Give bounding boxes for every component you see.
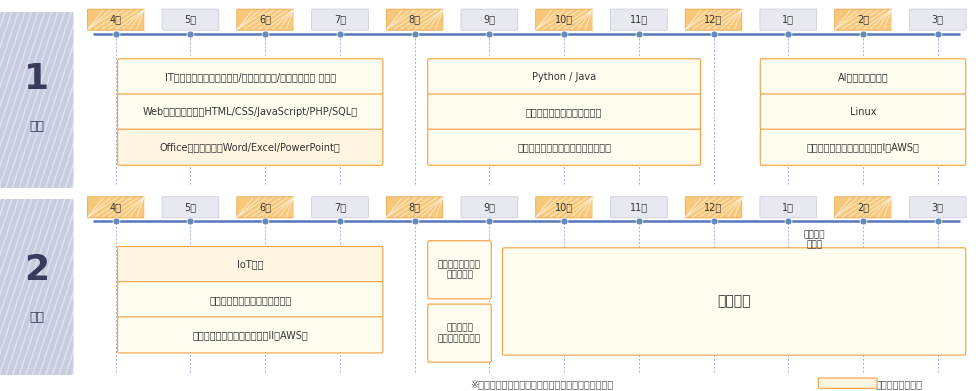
FancyBboxPatch shape bbox=[386, 9, 443, 30]
FancyBboxPatch shape bbox=[760, 129, 965, 165]
FancyBboxPatch shape bbox=[118, 282, 383, 318]
FancyBboxPatch shape bbox=[427, 94, 701, 130]
Text: 5月: 5月 bbox=[184, 202, 197, 212]
FancyBboxPatch shape bbox=[611, 197, 667, 218]
Text: 2月: 2月 bbox=[857, 14, 869, 25]
Text: 3月: 3月 bbox=[932, 14, 944, 25]
FancyBboxPatch shape bbox=[427, 129, 701, 165]
Text: クラウドコンピューティングI（AWS）: クラウドコンピューティングI（AWS） bbox=[807, 142, 919, 152]
FancyBboxPatch shape bbox=[0, 198, 74, 377]
FancyBboxPatch shape bbox=[461, 9, 517, 30]
Text: 6月: 6月 bbox=[260, 14, 271, 25]
FancyBboxPatch shape bbox=[118, 129, 383, 165]
FancyBboxPatch shape bbox=[835, 9, 892, 30]
Text: 12月: 12月 bbox=[705, 14, 722, 25]
Text: 2: 2 bbox=[24, 253, 49, 287]
Text: 年次: 年次 bbox=[29, 311, 44, 324]
Text: 1月: 1月 bbox=[782, 14, 794, 25]
Text: Linux: Linux bbox=[850, 107, 876, 117]
Text: 卒業制作: 卒業制作 bbox=[717, 294, 751, 308]
Text: 2月: 2月 bbox=[857, 202, 869, 212]
FancyBboxPatch shape bbox=[685, 197, 742, 218]
FancyBboxPatch shape bbox=[818, 378, 877, 388]
Text: 4月: 4月 bbox=[110, 202, 122, 212]
FancyBboxPatch shape bbox=[685, 9, 742, 30]
FancyBboxPatch shape bbox=[312, 9, 368, 30]
FancyBboxPatch shape bbox=[87, 197, 144, 218]
FancyBboxPatch shape bbox=[503, 248, 965, 355]
Text: 10月: 10月 bbox=[555, 14, 573, 25]
FancyBboxPatch shape bbox=[909, 9, 966, 30]
Text: 7月: 7月 bbox=[334, 14, 346, 25]
FancyBboxPatch shape bbox=[760, 197, 816, 218]
Text: 3月: 3月 bbox=[932, 202, 944, 212]
Text: 8月: 8月 bbox=[409, 14, 420, 25]
Text: 基本情報技術者試験対策（正課外）: 基本情報技術者試験対策（正課外） bbox=[517, 142, 612, 152]
FancyBboxPatch shape bbox=[87, 9, 144, 30]
Text: Python / Java: Python / Java bbox=[532, 72, 596, 82]
Text: は実習授業です。: は実習授業です。 bbox=[875, 379, 922, 389]
FancyBboxPatch shape bbox=[461, 197, 517, 218]
Text: 6月: 6月 bbox=[260, 202, 271, 212]
Text: 10月: 10月 bbox=[555, 202, 573, 212]
FancyBboxPatch shape bbox=[118, 246, 383, 283]
FancyBboxPatch shape bbox=[536, 197, 593, 218]
FancyBboxPatch shape bbox=[162, 9, 219, 30]
Text: AIプログラミング: AIプログラミング bbox=[838, 72, 888, 82]
Text: Officeソフト実習（Word/Excel/PowerPoint）: Officeソフト実習（Word/Excel/PowerPoint） bbox=[160, 142, 341, 152]
Text: オブジェクト指向
分析・設計: オブジェクト指向 分析・設計 bbox=[438, 260, 481, 280]
FancyBboxPatch shape bbox=[536, 9, 593, 30]
Text: 1: 1 bbox=[24, 62, 49, 95]
Text: IoT実習: IoT実習 bbox=[237, 260, 264, 269]
Text: 9月: 9月 bbox=[483, 202, 495, 212]
FancyBboxPatch shape bbox=[427, 59, 701, 95]
Text: 卒業制作
発表会: 卒業制作 発表会 bbox=[804, 230, 825, 249]
FancyBboxPatch shape bbox=[237, 9, 294, 30]
Text: アジャイル
ソフトウェア開発: アジャイル ソフトウェア開発 bbox=[438, 323, 481, 343]
FancyBboxPatch shape bbox=[312, 197, 368, 218]
FancyBboxPatch shape bbox=[427, 241, 491, 299]
Text: 11月: 11月 bbox=[630, 14, 648, 25]
Text: 5月: 5月 bbox=[184, 14, 197, 25]
FancyBboxPatch shape bbox=[760, 59, 965, 95]
Text: 8月: 8月 bbox=[409, 202, 420, 212]
Text: 7月: 7月 bbox=[334, 202, 346, 212]
FancyBboxPatch shape bbox=[909, 197, 966, 218]
Text: フロントエンドフレームワーク: フロントエンドフレームワーク bbox=[209, 295, 291, 305]
Text: IT基礎知識（ソフトウェア/ネットワーク/アルゴリズム など）: IT基礎知識（ソフトウェア/ネットワーク/アルゴリズム など） bbox=[165, 72, 336, 82]
FancyBboxPatch shape bbox=[0, 10, 74, 189]
Text: Webシステム開発（HTML/CSS/JavaScript/PHP/SQL）: Webシステム開発（HTML/CSS/JavaScript/PHP/SQL） bbox=[143, 107, 358, 117]
FancyBboxPatch shape bbox=[237, 197, 294, 218]
FancyBboxPatch shape bbox=[386, 197, 443, 218]
FancyBboxPatch shape bbox=[611, 9, 667, 30]
Text: 年次: 年次 bbox=[29, 120, 44, 133]
Text: 11月: 11月 bbox=[630, 202, 648, 212]
Text: サーバサイドフレームワーク: サーバサイドフレームワーク bbox=[526, 107, 603, 117]
Text: 12月: 12月 bbox=[705, 202, 722, 212]
Text: ※カリキュラムは、一部変更となる場合があります。: ※カリキュラムは、一部変更となる場合があります。 bbox=[470, 379, 613, 389]
Text: 1月: 1月 bbox=[782, 202, 794, 212]
FancyBboxPatch shape bbox=[118, 59, 383, 95]
Text: 4月: 4月 bbox=[110, 14, 122, 25]
FancyBboxPatch shape bbox=[760, 9, 816, 30]
FancyBboxPatch shape bbox=[427, 304, 491, 362]
FancyBboxPatch shape bbox=[162, 197, 219, 218]
Text: 9月: 9月 bbox=[483, 14, 495, 25]
Text: クラウドコンピューティングII（AWS）: クラウドコンピューティングII（AWS） bbox=[192, 330, 308, 340]
FancyBboxPatch shape bbox=[118, 94, 383, 130]
FancyBboxPatch shape bbox=[118, 317, 383, 353]
FancyBboxPatch shape bbox=[760, 94, 965, 130]
FancyBboxPatch shape bbox=[835, 197, 892, 218]
